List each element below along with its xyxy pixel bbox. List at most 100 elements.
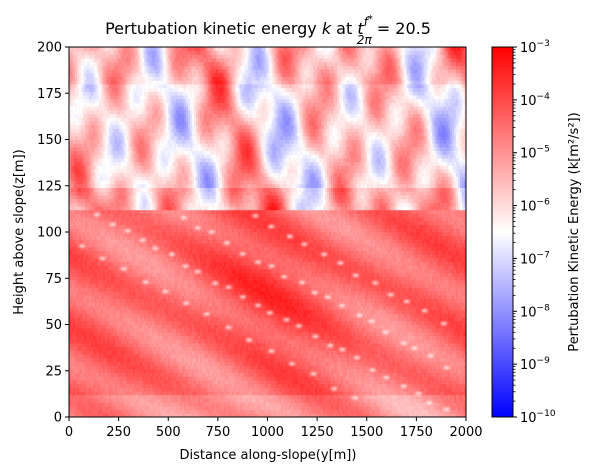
heatmap-cell: [321, 394, 324, 399]
heatmap-cell: [378, 380, 382, 385]
heatmap-cell: [110, 394, 114, 399]
heatmap-cell: [146, 402, 149, 407]
heatmap-cell: [329, 413, 332, 417]
heatmap-cell: [388, 405, 391, 410]
heatmap-cell: [235, 383, 239, 388]
heatmap-cell: [386, 394, 389, 399]
heatmap-cell: [464, 398, 466, 403]
heatmap-cell: [211, 387, 215, 392]
heatmap-cell: [243, 391, 247, 396]
heatmap-cell: [122, 391, 125, 396]
heatmap-cell: [388, 387, 391, 392]
heatmap-cell: [331, 383, 334, 388]
heatmap-cell: [82, 387, 86, 392]
heatmap-cell: [450, 391, 453, 396]
heatmap-cell: [426, 394, 429, 399]
heatmap-cell: [368, 394, 372, 399]
heatmap-cell: [128, 380, 131, 385]
heatmap-cell: [432, 376, 435, 381]
heatmap-cell: [223, 405, 227, 410]
heatmap-cell: [124, 383, 127, 388]
heatmap-cell: [249, 380, 253, 385]
heatmap-cell: [72, 394, 76, 399]
heatmap-cell: [76, 409, 80, 414]
heatmap-cell: [362, 380, 366, 385]
heatmap-cell: [428, 387, 431, 392]
heatmap-cell: [458, 376, 461, 381]
heatmap-cell: [344, 376, 348, 381]
heatmap-cell: [70, 405, 74, 410]
heatmap-cell: [327, 402, 330, 407]
heatmap-cell: [231, 380, 235, 385]
heatmap-cell: [162, 402, 165, 407]
heatmap-cell: [338, 387, 342, 392]
heatmap-cell: [297, 394, 300, 399]
heatmap-cell: [396, 380, 399, 385]
heatmap-cell: [436, 413, 439, 417]
heatmap-cell: [432, 409, 435, 414]
heatmap-cell: [400, 387, 403, 392]
heatmap-cell: [352, 409, 356, 414]
heatmap-cell: [364, 387, 368, 392]
heatmap-cell: [444, 394, 447, 399]
heatmap-cell: [134, 383, 137, 388]
heatmap-cell: [223, 383, 227, 388]
heatmap-cell: [315, 405, 318, 410]
heatmap-cell: [188, 398, 191, 403]
heatmap-cell: [404, 394, 407, 399]
heatmap-cell: [275, 380, 278, 385]
heatmap-cell: [406, 380, 409, 385]
heatmap-cell: [108, 376, 112, 381]
heatmap-cell: [112, 405, 116, 410]
heatmap-cell: [168, 387, 171, 392]
heatmap-cell: [329, 391, 332, 396]
heatmap-cell: [182, 383, 185, 388]
heatmap-cell: [450, 380, 453, 385]
heatmap-cell: [460, 398, 463, 403]
heatmap-cell: [301, 391, 304, 396]
heatmap-cell: [233, 383, 237, 388]
heatmap-cell: [418, 376, 421, 381]
heatmap-cell: [259, 387, 262, 392]
heatmap-cell: [456, 391, 459, 396]
heatmap-cell: [446, 409, 449, 414]
heatmap-cell: [164, 380, 167, 385]
heatmap-cell: [444, 398, 447, 403]
heatmap-cell: [438, 380, 441, 385]
heatmap-cell: [162, 405, 165, 410]
heatmap-cell: [102, 387, 106, 392]
heatmap-cell: [321, 380, 324, 385]
heatmap-cell: [100, 402, 104, 407]
heatmap-cell: [227, 402, 231, 407]
heatmap-cell: [321, 405, 324, 410]
heatmap-cell: [196, 398, 199, 403]
heatmap-cell: [406, 405, 409, 410]
heatmap-cell: [283, 394, 286, 399]
heatmap-cell: [338, 376, 342, 381]
heatmap-cell: [104, 398, 108, 403]
heatmap-cell: [291, 380, 294, 385]
heatmap-cell: [170, 405, 173, 410]
heatmap-cell: [78, 383, 82, 388]
heatmap-cell: [319, 376, 322, 381]
heatmap-cell: [140, 405, 143, 410]
heatmap-cell: [338, 383, 342, 388]
heatmap-cell: [458, 398, 461, 403]
heatmap-cell: [396, 409, 399, 414]
heatmap-cell: [307, 405, 310, 410]
heatmap-cell: [94, 402, 98, 407]
heatmap-cell: [124, 394, 127, 399]
heatmap-cell: [452, 391, 455, 396]
heatmap-cell: [362, 398, 366, 403]
heatmap-cell: [130, 387, 133, 392]
heatmap-cell: [430, 383, 433, 388]
heatmap-cell: [219, 398, 223, 403]
heatmap-cell: [128, 413, 131, 417]
heatmap-cell: [96, 372, 100, 377]
heatmap-cell: [152, 383, 155, 388]
heatmap-cell: [422, 413, 425, 417]
heatmap-cell: [277, 398, 280, 403]
heatmap-cell: [263, 405, 266, 410]
heatmap-cell: [291, 405, 294, 410]
heatmap-cell: [440, 409, 443, 414]
